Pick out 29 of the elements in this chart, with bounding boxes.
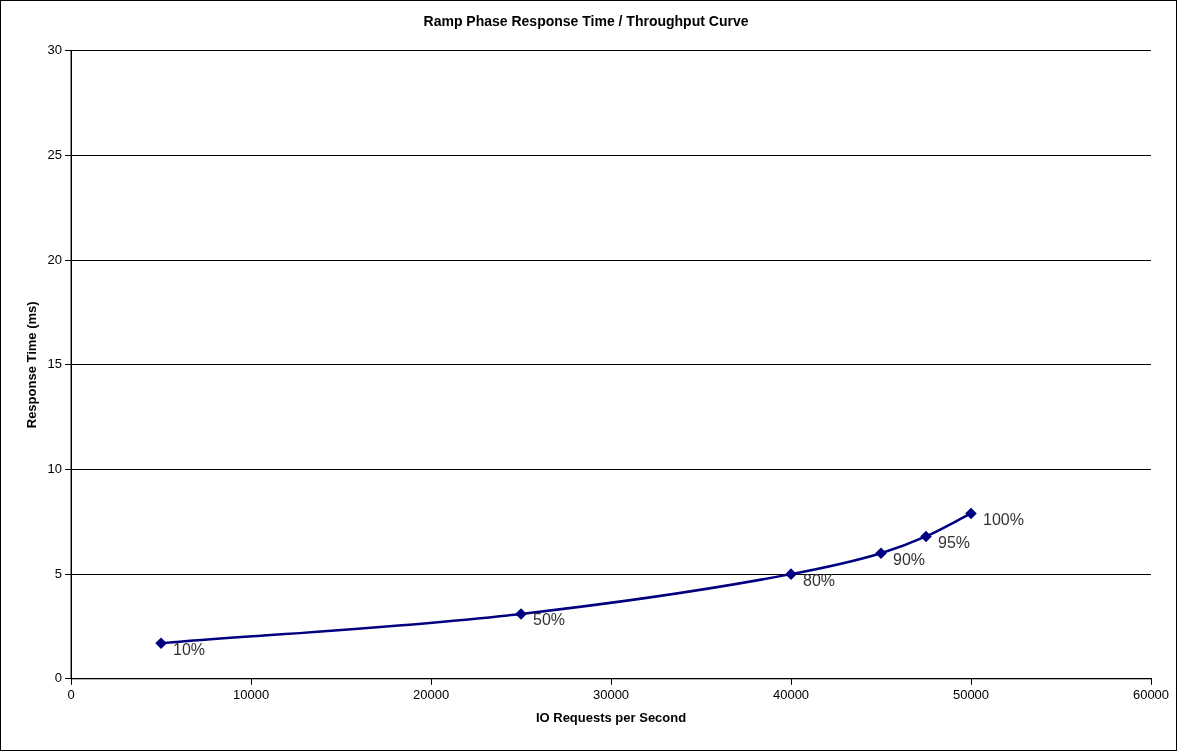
annotation: 10% (173, 640, 206, 658)
y-tick-label: 30 (47, 42, 63, 58)
y-axis-title: Response Time (ms) (24, 301, 40, 429)
annotation: 50% (533, 611, 566, 629)
x-tick-label: 40000 (772, 687, 810, 703)
annotation: 80% (803, 571, 836, 589)
point (965, 508, 977, 519)
point (155, 637, 167, 649)
x-tick-label: 50000 (952, 687, 990, 703)
x-tick-label: 10000 (232, 687, 270, 703)
x-tick-label: 60000 (1132, 687, 1170, 703)
x-axis-title: IO Requests per Second (535, 709, 687, 725)
x-tick-label: 20000 (412, 687, 450, 703)
point (920, 531, 932, 542)
y-tick-label: 15 (47, 356, 63, 372)
point (875, 547, 887, 559)
y-tick-label: 0 (54, 670, 63, 686)
annotation: 100% (983, 510, 1024, 528)
chart-title: Ramp Phase Response Time / Throughput Curve (423, 13, 749, 30)
x-tick-label: 0 (67, 687, 75, 703)
point (785, 568, 797, 580)
y-tick-label: 5 (54, 565, 63, 581)
annotation: 90% (893, 550, 926, 568)
annotation: 95% (938, 533, 971, 551)
y-tick-label: 25 (47, 147, 63, 163)
y-tick-label: 10 (47, 461, 63, 477)
y-tick-label: 20 (47, 251, 63, 267)
point (515, 608, 527, 620)
x-tick-label: 30000 (592, 687, 630, 703)
